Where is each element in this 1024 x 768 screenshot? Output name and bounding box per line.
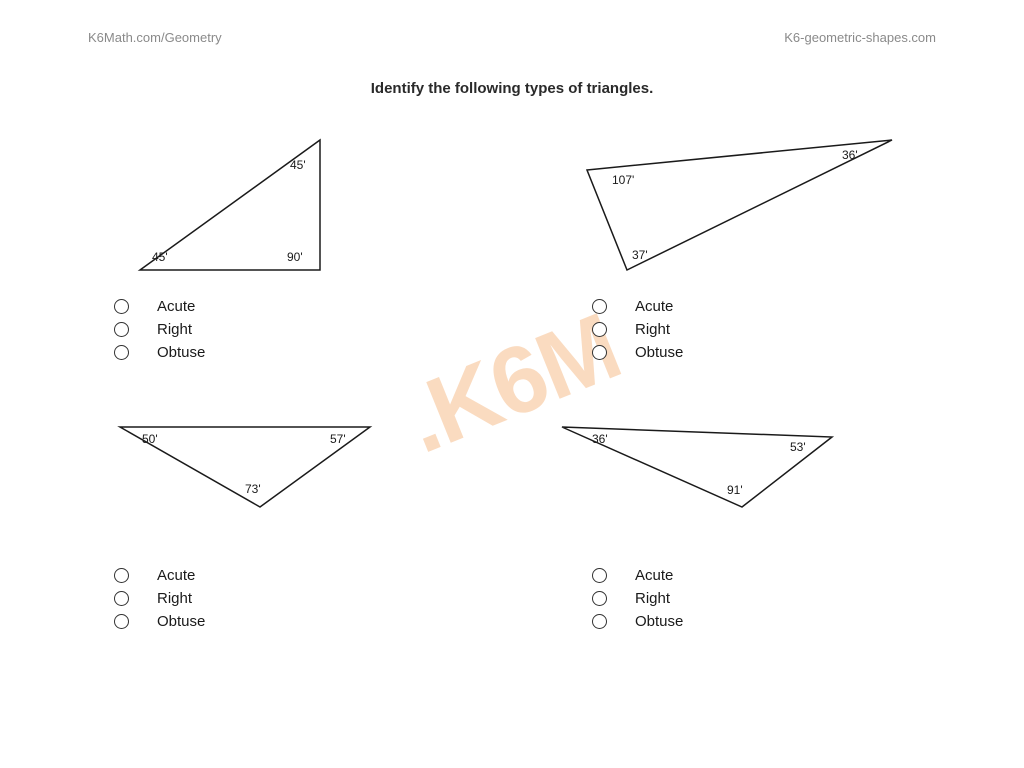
option-obtuse[interactable]: Obtuse — [114, 613, 492, 630]
radio-icon[interactable] — [592, 591, 607, 606]
page-header: K6Math.com/Geometry K6-geometric-shapes.… — [0, 30, 1024, 45]
option-label: Right — [157, 590, 192, 607]
angle-label: 57' — [330, 432, 346, 446]
triangle-4-figure: 36' 53' 91' — [532, 397, 934, 527]
option-label: Acute — [635, 567, 673, 584]
radio-icon[interactable] — [592, 568, 607, 583]
angle-label: 37' — [632, 248, 648, 262]
option-label: Obtuse — [635, 613, 683, 630]
options-1: Acute Right Obtuse — [90, 298, 492, 361]
angle-label: 73' — [245, 482, 261, 496]
option-label: Acute — [157, 298, 195, 315]
worksheet-grid: 45' 90' 45' Acute Right Obtuse 107' 36' … — [90, 120, 934, 644]
angle-label: 50' — [142, 432, 158, 446]
angle-label: 53' — [790, 440, 806, 454]
radio-icon[interactable] — [592, 322, 607, 337]
angle-label: 36' — [592, 432, 608, 446]
triangle-3-figure: 50' 57' 73' — [90, 397, 492, 527]
option-right[interactable]: Right — [114, 321, 492, 338]
option-right[interactable]: Right — [592, 321, 934, 338]
option-right[interactable]: Right — [592, 590, 934, 607]
option-label: Acute — [157, 567, 195, 584]
radio-icon[interactable] — [114, 568, 129, 583]
option-label: Obtuse — [635, 344, 683, 361]
radio-icon[interactable] — [114, 345, 129, 360]
radio-icon[interactable] — [114, 299, 129, 314]
option-obtuse[interactable]: Obtuse — [592, 613, 934, 630]
option-label: Right — [635, 590, 670, 607]
option-acute[interactable]: Acute — [592, 567, 934, 584]
radio-icon[interactable] — [114, 614, 129, 629]
option-label: Right — [157, 321, 192, 338]
question-2: 107' 36' 37' Acute Right Obtuse — [532, 120, 934, 367]
question-1: 45' 90' 45' Acute Right Obtuse — [90, 120, 492, 367]
question-3: 50' 57' 73' Acute Right Obtuse — [90, 397, 492, 644]
option-acute[interactable]: Acute — [114, 567, 492, 584]
option-label: Obtuse — [157, 344, 205, 361]
angle-label: 45' — [290, 158, 306, 172]
options-2: Acute Right Obtuse — [532, 298, 934, 361]
option-label: Obtuse — [157, 613, 205, 630]
radio-icon[interactable] — [114, 591, 129, 606]
option-obtuse[interactable]: Obtuse — [592, 344, 934, 361]
radio-icon[interactable] — [114, 322, 129, 337]
triangle-2-figure: 107' 36' 37' — [532, 120, 934, 290]
option-acute[interactable]: Acute — [592, 298, 934, 315]
angle-label: 36' — [842, 148, 858, 162]
option-label: Acute — [635, 298, 673, 315]
angle-label: 107' — [612, 173, 634, 187]
option-obtuse[interactable]: Obtuse — [114, 344, 492, 361]
page-title: Identify the following types of triangle… — [0, 80, 1024, 97]
header-left: K6Math.com/Geometry — [88, 30, 222, 45]
options-4: Acute Right Obtuse — [532, 567, 934, 630]
question-4: 36' 53' 91' Acute Right Obtuse — [532, 397, 934, 644]
option-acute[interactable]: Acute — [114, 298, 492, 315]
radio-icon[interactable] — [592, 299, 607, 314]
triangle-1-figure: 45' 90' 45' — [90, 120, 492, 290]
option-right[interactable]: Right — [114, 590, 492, 607]
radio-icon[interactable] — [592, 614, 607, 629]
option-label: Right — [635, 321, 670, 338]
header-right: K6-geometric-shapes.com — [784, 30, 936, 45]
options-3: Acute Right Obtuse — [90, 567, 492, 630]
radio-icon[interactable] — [592, 345, 607, 360]
angle-label: 91' — [727, 483, 743, 497]
angle-label: 45' — [152, 250, 168, 264]
angle-label: 90' — [287, 250, 303, 264]
